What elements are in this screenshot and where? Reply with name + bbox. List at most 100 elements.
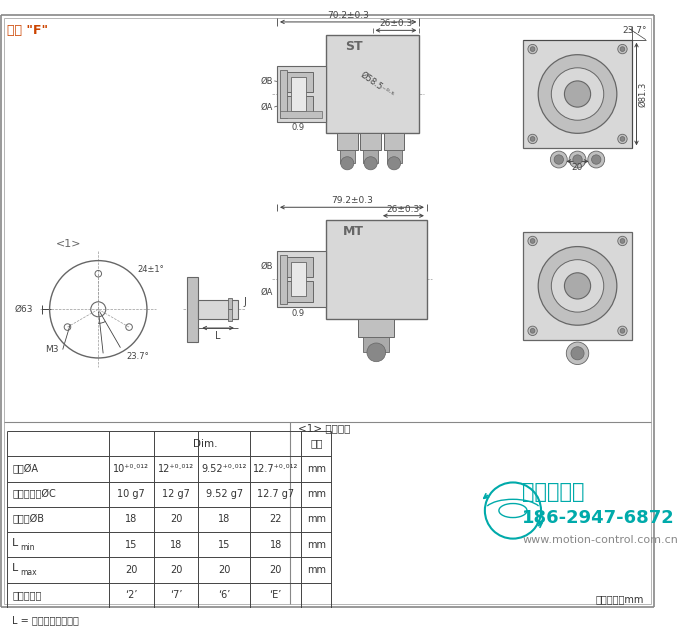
- Text: 20: 20: [170, 565, 182, 575]
- Text: 20: 20: [270, 565, 282, 575]
- Circle shape: [528, 236, 538, 245]
- Circle shape: [528, 326, 538, 335]
- Bar: [187, 276, 198, 342]
- Text: ØB: ØB: [261, 262, 273, 271]
- Bar: [358, 319, 394, 337]
- Text: 15: 15: [218, 540, 230, 550]
- Bar: [228, 309, 232, 321]
- Bar: [523, 231, 632, 340]
- Text: www.motion-control.com.cn: www.motion-control.com.cn: [522, 535, 678, 545]
- Bar: [523, 40, 632, 148]
- Text: 9.52⁺⁰·⁰¹²: 9.52⁺⁰·⁰¹²: [202, 464, 247, 474]
- Bar: [326, 221, 427, 319]
- Circle shape: [552, 260, 603, 312]
- Circle shape: [566, 342, 589, 365]
- Text: 18: 18: [270, 540, 282, 550]
- Text: 23.7°: 23.7°: [622, 26, 647, 35]
- Circle shape: [620, 47, 625, 51]
- Bar: [285, 72, 313, 92]
- Text: 盲轴ØA: 盲轴ØA: [12, 464, 38, 474]
- Bar: [386, 150, 402, 164]
- Text: 20: 20: [218, 565, 230, 575]
- Bar: [277, 251, 326, 307]
- Text: ‘6’: ‘6’: [218, 590, 230, 600]
- Bar: [360, 133, 381, 150]
- Text: 22: 22: [270, 514, 282, 524]
- Bar: [280, 111, 322, 119]
- Circle shape: [618, 326, 627, 335]
- Text: Dim.: Dim.: [193, 439, 217, 449]
- Text: 26±0.3: 26±0.3: [387, 205, 420, 214]
- Bar: [291, 262, 306, 296]
- Text: 26±0.3: 26±0.3: [379, 19, 412, 29]
- Circle shape: [552, 68, 603, 120]
- Circle shape: [554, 155, 564, 164]
- Text: 79.2±0.3: 79.2±0.3: [331, 196, 373, 205]
- Text: 18: 18: [170, 540, 182, 550]
- Circle shape: [571, 347, 584, 360]
- Text: 12.7 g7: 12.7 g7: [257, 489, 294, 499]
- Bar: [285, 257, 313, 278]
- Circle shape: [618, 44, 627, 54]
- Circle shape: [588, 151, 605, 168]
- Circle shape: [618, 134, 627, 144]
- Text: 尺寸单位：mm: 尺寸单位：mm: [596, 595, 644, 604]
- Text: 20: 20: [170, 514, 182, 524]
- Bar: [337, 133, 358, 150]
- Text: mm: mm: [307, 565, 326, 575]
- Circle shape: [528, 44, 538, 54]
- Circle shape: [341, 157, 354, 170]
- Text: 10⁺⁰·⁰¹²: 10⁺⁰·⁰¹²: [113, 464, 149, 474]
- Text: min: min: [20, 543, 35, 552]
- Text: ‘2’: ‘2’: [125, 590, 137, 600]
- Text: 夹紧环ØB: 夹紧环ØB: [12, 514, 44, 524]
- Circle shape: [592, 155, 601, 164]
- Text: 盲轴 "F": 盲轴 "F": [6, 24, 48, 37]
- Text: mm: mm: [307, 514, 326, 524]
- Text: MT: MT: [343, 225, 364, 238]
- Text: <1> 客户端面: <1> 客户端面: [298, 423, 350, 433]
- Text: 24±1°: 24±1°: [138, 266, 164, 275]
- Text: 15: 15: [125, 540, 137, 550]
- Circle shape: [367, 343, 386, 362]
- Circle shape: [531, 238, 535, 243]
- Text: ‘E’: ‘E’: [270, 590, 282, 600]
- Bar: [280, 70, 288, 119]
- Text: ØB: ØB: [261, 77, 273, 86]
- Text: Ø63: Ø63: [14, 305, 33, 314]
- Text: ‘7’: ‘7’: [169, 590, 182, 600]
- Circle shape: [531, 136, 535, 141]
- Text: 18: 18: [125, 514, 137, 524]
- Circle shape: [564, 273, 591, 299]
- Text: 0.9: 0.9: [291, 123, 304, 133]
- Bar: [340, 150, 355, 164]
- Circle shape: [569, 151, 586, 168]
- Text: 186-2947-6872: 186-2947-6872: [522, 508, 675, 527]
- Text: 9.52 g7: 9.52 g7: [206, 489, 243, 499]
- Text: L: L: [12, 563, 18, 573]
- Text: J: J: [244, 297, 246, 307]
- Text: ØA: ØA: [261, 288, 273, 297]
- Bar: [291, 77, 306, 111]
- Bar: [285, 281, 313, 302]
- Text: Ø81.3: Ø81.3: [638, 81, 648, 107]
- Text: max: max: [20, 568, 37, 578]
- Circle shape: [620, 238, 625, 243]
- Text: 0.9: 0.9: [291, 309, 304, 318]
- Circle shape: [364, 157, 377, 170]
- Text: 12 g7: 12 g7: [162, 489, 190, 499]
- Bar: [363, 337, 389, 353]
- Text: Ø58.5⁻⁰·⁵: Ø58.5⁻⁰·⁵: [358, 70, 396, 100]
- Bar: [363, 150, 378, 164]
- Circle shape: [620, 136, 625, 141]
- Bar: [277, 66, 326, 122]
- Circle shape: [564, 81, 591, 107]
- Text: mm: mm: [307, 489, 326, 499]
- Circle shape: [538, 55, 617, 133]
- Text: mm: mm: [307, 464, 326, 474]
- Text: 12⁺⁰·⁰¹²: 12⁺⁰·⁰¹²: [158, 464, 194, 474]
- Bar: [198, 300, 238, 319]
- Circle shape: [388, 157, 400, 170]
- Text: 20: 20: [125, 565, 137, 575]
- Circle shape: [531, 328, 535, 333]
